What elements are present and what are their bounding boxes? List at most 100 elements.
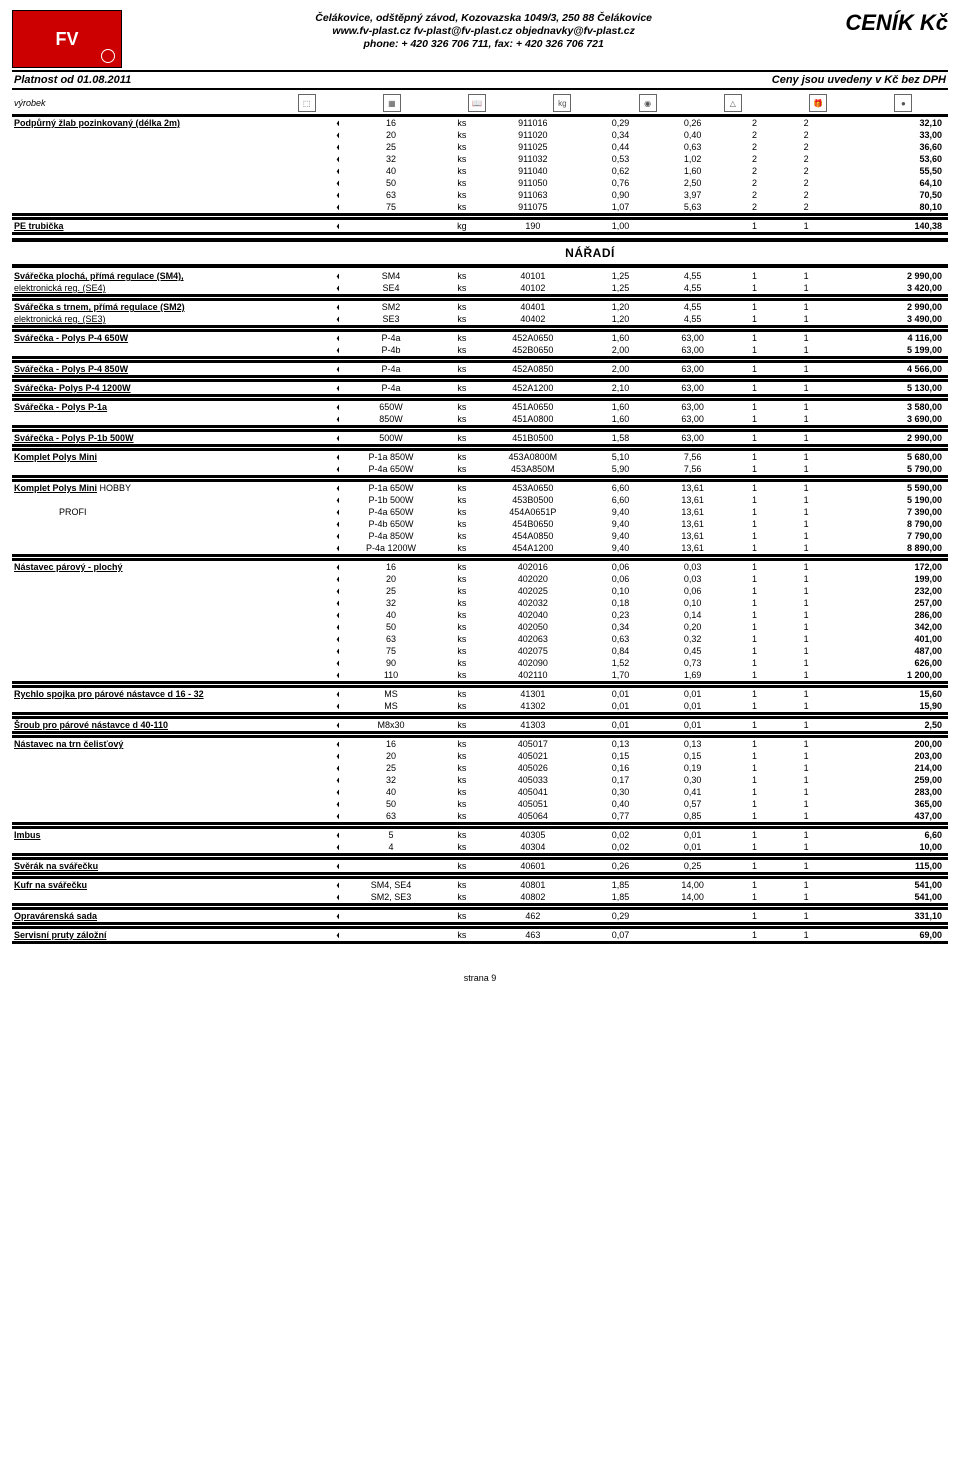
- pack1-cell: 1: [729, 463, 781, 475]
- section-title: Imbus: [14, 830, 41, 840]
- weight2-cell: 0,45: [657, 645, 729, 657]
- code-cell: 41302: [481, 700, 584, 712]
- code-cell: 402075: [481, 645, 584, 657]
- pack2-cell: 1: [780, 774, 832, 786]
- variant-cell: P-1a 650W: [339, 482, 442, 494]
- pack1-cell: 1: [729, 530, 781, 542]
- variant-cell: 5: [339, 829, 442, 841]
- table-row: Servisní pruty záložní♦ks4630,071169,00: [12, 929, 948, 941]
- weight2-cell: 0,01: [657, 688, 729, 700]
- pack1-cell: 1: [729, 774, 781, 786]
- table-row: elektronická reg. (SE4)♦SE4ks401021,254,…: [12, 282, 948, 294]
- section-group: Rychlo spojka pro párové nástavce d 16 -…: [12, 685, 948, 715]
- row-name-cell: Servisní pruty záložní: [12, 929, 334, 941]
- weight2-cell: 1,60: [657, 165, 729, 177]
- variant-cell: 75: [339, 645, 442, 657]
- variant-cell: 20: [339, 573, 442, 585]
- code-cell: 40101: [481, 270, 584, 282]
- weight2-cell: 3,97: [657, 189, 729, 201]
- pack2-cell: 2: [780, 177, 832, 189]
- diamond-marker: ♦: [334, 344, 339, 356]
- pack2-cell: 1: [780, 738, 832, 750]
- variant-cell: 16: [339, 738, 442, 750]
- section-group: Svářečka plochá, přímá regulace (SM4),♦S…: [12, 270, 948, 297]
- row-name-cell: Šroub pro párové nástavce d 40-110: [12, 719, 334, 731]
- diamond-marker: ♦: [334, 482, 339, 494]
- weight1-cell: 0,06: [584, 561, 656, 573]
- code-cell: 405064: [481, 810, 584, 822]
- price-table: Nástavec na trn čelisťový♦16ks4050170,13…: [12, 738, 948, 822]
- weight1-cell: 0,16: [584, 762, 656, 774]
- header-center: Čelákovice, odštěpný závod, Kozovazska 1…: [130, 10, 837, 51]
- pack2-cell: 2: [780, 117, 832, 129]
- pack1-cell: 2: [729, 189, 781, 201]
- unit-cell: ks: [443, 786, 482, 798]
- table-row: Nástavec párový - plochý♦16ks4020160,060…: [12, 561, 948, 573]
- row-name-cell: elektronická reg. (SE4): [12, 282, 334, 294]
- weight1-cell: 0,29: [584, 117, 656, 129]
- code-cell: 452A1200: [481, 382, 584, 394]
- weight2-cell: 63,00: [657, 344, 729, 356]
- price-cell: 437,00: [832, 810, 948, 822]
- pack1-cell: 1: [729, 657, 781, 669]
- section-group: Svářečka s trnem, přímá regulace (SM2)♦S…: [12, 298, 948, 328]
- variant-cell: MS: [339, 700, 442, 712]
- section-group: Servisní pruty záložní♦ks4630,071169,00: [12, 926, 948, 944]
- price-cell: 3 690,00: [832, 413, 948, 425]
- unit-cell: ks: [443, 129, 482, 141]
- pack2-cell: 1: [780, 910, 832, 922]
- diamond-marker: ♦: [334, 332, 339, 344]
- variant-cell: 25: [339, 762, 442, 774]
- row-name-cell: Komplet Polys Mini HOBBY: [12, 482, 334, 494]
- unit-icon: ▦: [383, 94, 401, 112]
- pack2-cell: 1: [780, 810, 832, 822]
- section-group: Imbus♦5ks403050,020,01116,60♦4ks403040,0…: [12, 826, 948, 856]
- table-row: Svářečka s trnem, přímá regulace (SM2)♦S…: [12, 301, 948, 313]
- weight2-cell: 13,61: [657, 482, 729, 494]
- variant-cell: 650W: [339, 401, 442, 413]
- pack1-cell: 2: [729, 201, 781, 213]
- code-cell: 911063: [481, 189, 584, 201]
- pack1-cell: 1: [729, 798, 781, 810]
- weight2-cell: 0,26: [657, 117, 729, 129]
- code-cell: 40601: [481, 860, 584, 872]
- weight1-cell: 0,40: [584, 798, 656, 810]
- weight2-cell: 4,55: [657, 313, 729, 325]
- pack1-icon: △: [724, 94, 742, 112]
- code-cell: 405033: [481, 774, 584, 786]
- unit-cell: ks: [443, 494, 482, 506]
- price-cell: 487,00: [832, 645, 948, 657]
- pack2-cell: 1: [780, 597, 832, 609]
- weight1-cell: 0,02: [584, 841, 656, 853]
- variant-cell: 50: [339, 621, 442, 633]
- section-title: Servisní pruty záložní: [14, 930, 107, 940]
- code-cell: 454A0850: [481, 530, 584, 542]
- variant-cell: P-4a: [339, 332, 442, 344]
- diamond-marker: ♦: [334, 774, 339, 786]
- variant-cell: [339, 860, 442, 872]
- variant-cell: SM2: [339, 301, 442, 313]
- weight2-cell: 13,61: [657, 518, 729, 530]
- table-row: ♦20ks4020200,060,0311199,00: [12, 573, 948, 585]
- section-title: Svářečka plochá, přímá regulace (SM4),: [14, 271, 184, 281]
- unit-cell: ks: [443, 585, 482, 597]
- table-row: ♦P-4a 850Wks454A08509,4013,61117 790,00: [12, 530, 948, 542]
- unit-cell: ks: [443, 750, 482, 762]
- weight2-cell: 0,25: [657, 860, 729, 872]
- pack1-cell: 1: [729, 910, 781, 922]
- variant-cell: P-1b 500W: [339, 494, 442, 506]
- weight1-cell: 1,00: [584, 220, 656, 232]
- unit-cell: ks: [443, 810, 482, 822]
- section-group: Svářečka - Polys P-4 650W♦P-4aks452A0650…: [12, 329, 948, 359]
- diamond-marker: ♦: [334, 363, 339, 375]
- weight1-cell: 0,01: [584, 688, 656, 700]
- diamond-marker: ♦: [334, 451, 339, 463]
- diamond-marker: ♦: [334, 929, 339, 941]
- price-cell: 5 790,00: [832, 463, 948, 475]
- code-cell: 454B0650: [481, 518, 584, 530]
- variant-cell: P-4a 650W: [339, 463, 442, 475]
- section-group: Nástavec na trn čelisťový♦16ks4050170,13…: [12, 735, 948, 825]
- price-cell: 4 566,00: [832, 363, 948, 375]
- unit-cell: ks: [443, 451, 482, 463]
- variant-cell: 75: [339, 201, 442, 213]
